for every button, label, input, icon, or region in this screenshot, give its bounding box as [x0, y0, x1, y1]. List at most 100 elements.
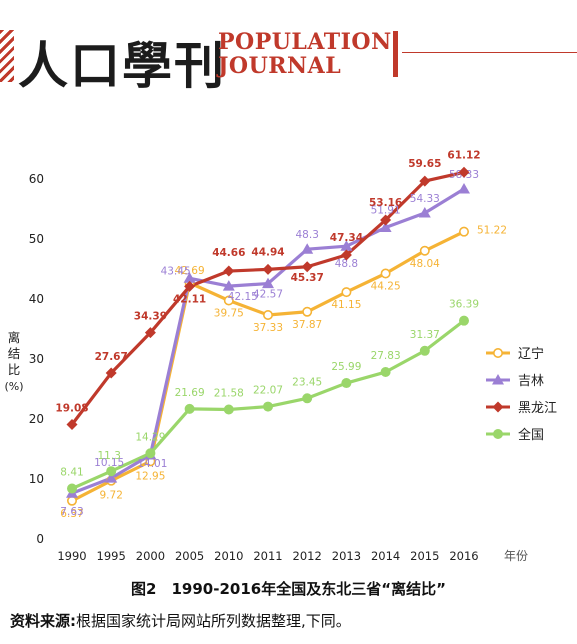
legend-marker	[492, 401, 504, 413]
data-point-吉林	[418, 207, 431, 218]
data-point-全国	[341, 378, 352, 389]
data-label-全国: 11.3	[98, 450, 121, 462]
data-point-辽宁	[341, 287, 352, 298]
data-source-note: 资料来源:根据国家统计局网站所列数据整理,下同。	[10, 610, 351, 631]
data-point-全国	[223, 404, 234, 415]
data-point-黑龙江	[184, 280, 196, 292]
data-point-黑龙江	[144, 327, 156, 339]
data-point-黑龙江	[419, 175, 431, 187]
journal-header: 人口學刊 POPULATION JOURNAL	[0, 0, 577, 110]
y-tick-label: 0	[36, 532, 44, 546]
data-point-黑龙江	[458, 166, 470, 178]
data-label-辽宁: 48.04	[410, 258, 440, 270]
data-point-辽宁	[67, 495, 78, 506]
data-label-吉林: 14.01	[137, 458, 167, 470]
data-label-黑龙江: 19.08	[55, 403, 88, 415]
legend-marker	[492, 428, 503, 439]
journal-logo-english: POPULATION JOURNAL	[218, 30, 392, 78]
data-point-黑龙江	[380, 214, 392, 226]
data-point-黑龙江	[223, 265, 235, 277]
x-tick-label: 1990	[57, 549, 86, 563]
data-label-全国: 14.29	[135, 431, 165, 443]
x-tick-label: 2013	[332, 549, 361, 563]
data-label-黑龙江: 44.66	[212, 247, 245, 259]
data-label-吉林: 42.15	[228, 291, 258, 303]
data-label-全国: 23.45	[292, 376, 322, 388]
data-label-辽宁: 37.33	[253, 322, 283, 334]
header-accent-bar	[393, 31, 398, 77]
data-label-吉林: 7.63	[60, 506, 83, 518]
data-label-辽宁: 9.72	[100, 490, 123, 502]
data-point-全国	[106, 466, 117, 477]
journal-logo-chinese: 人口學刊	[18, 36, 226, 95]
data-point-吉林	[379, 221, 392, 233]
data-point-辽宁	[380, 268, 391, 279]
data-label-全国: 31.37	[410, 329, 440, 341]
data-point-吉林	[458, 183, 470, 194]
header-stripes	[0, 30, 14, 82]
data-point-辽宁	[419, 245, 430, 256]
y-axis-title-char: 离	[8, 330, 21, 345]
data-label-黑龙江: 42.11	[173, 293, 206, 305]
data-label-全国: 8.41	[60, 467, 83, 479]
data-point-全国	[419, 345, 430, 356]
x-tick-label: 2016	[449, 549, 478, 563]
divorce-marriage-ratio-chart: 0 10 20 30 40 50 60 1990 1995 2000 2005 2010 2011 201…	[4, 150, 557, 563]
data-label-黑龙江: 61.12	[447, 150, 480, 161]
legend-marker	[492, 348, 503, 359]
journal-logo-line2: JOURNAL	[218, 53, 342, 79]
y-tick-label: 20	[29, 412, 44, 426]
data-label-吉林: 43.45	[161, 265, 191, 277]
figure-caption: 图2 1990-2016年全国及东北三省“离结比”	[131, 580, 446, 598]
data-point-全国	[458, 315, 469, 326]
data-label-辽宁: 44.25	[371, 281, 401, 293]
source-label: 资料来源:	[10, 612, 76, 630]
legend-label: 吉林	[518, 374, 544, 389]
data-label-辽宁: 39.75	[214, 308, 244, 320]
data-label-全国: 25.99	[331, 361, 361, 373]
data-point-吉林	[222, 280, 235, 291]
data-label-黑龙江: 53.16	[369, 197, 402, 209]
data-point-全国	[67, 483, 78, 494]
data-point-黑龙江	[340, 249, 352, 261]
data-label-吉林: 48.3	[296, 229, 319, 241]
data-point-全国	[262, 401, 273, 412]
legend-label: 黑龙江	[518, 401, 557, 416]
data-label-辽宁: 6.37	[60, 508, 83, 520]
y-tick-label: 30	[29, 352, 44, 366]
data-point-吉林	[183, 272, 196, 283]
data-label-辽宁: 42.69	[175, 265, 205, 277]
x-tick-label: 2015	[410, 549, 439, 563]
data-point-辽宁	[302, 306, 313, 317]
data-label-黑龙江: 27.67	[95, 351, 128, 363]
data-point-吉林	[105, 472, 118, 483]
source-text: 根据国家统计局网站所列数据整理,下同。	[76, 612, 351, 630]
legend-label: 辽宁	[518, 346, 544, 362]
x-tick-label: 2014	[371, 549, 400, 563]
data-label-黑龙江: 34.39	[134, 311, 167, 323]
data-label-辽宁: 41.15	[331, 299, 361, 311]
legend-label: 全国	[518, 427, 544, 443]
x-tick-label: 2005	[175, 549, 204, 563]
data-point-吉林	[262, 277, 274, 289]
data-label-全国: 21.58	[214, 388, 244, 400]
x-tick-label: 2011	[253, 549, 282, 563]
x-tick-label: 1995	[97, 549, 126, 563]
data-label-吉林: 48.8	[335, 258, 358, 270]
data-label-吉林: 51.91	[371, 205, 401, 217]
y-axis-unit: (%)	[4, 380, 23, 393]
data-point-全国	[380, 367, 391, 378]
data-label-黑龙江: 45.37	[291, 272, 324, 284]
data-label-吉林: 54.33	[410, 193, 440, 205]
y-tick-label: 50	[29, 232, 44, 246]
data-label-辽宁: 37.87	[292, 319, 322, 331]
data-point-黑龙江	[105, 367, 117, 379]
data-point-黑龙江	[66, 419, 78, 431]
journal-logo-line1: POPULATION	[218, 29, 392, 55]
data-point-黑龙江	[262, 263, 274, 275]
x-tick-label: 2010	[214, 549, 243, 563]
data-label-吉林: 10.15	[94, 457, 124, 469]
data-point-全国	[184, 403, 195, 414]
data-label-黑龙江: 47.34	[330, 232, 363, 244]
data-label-吉林: 42.57	[253, 289, 283, 301]
